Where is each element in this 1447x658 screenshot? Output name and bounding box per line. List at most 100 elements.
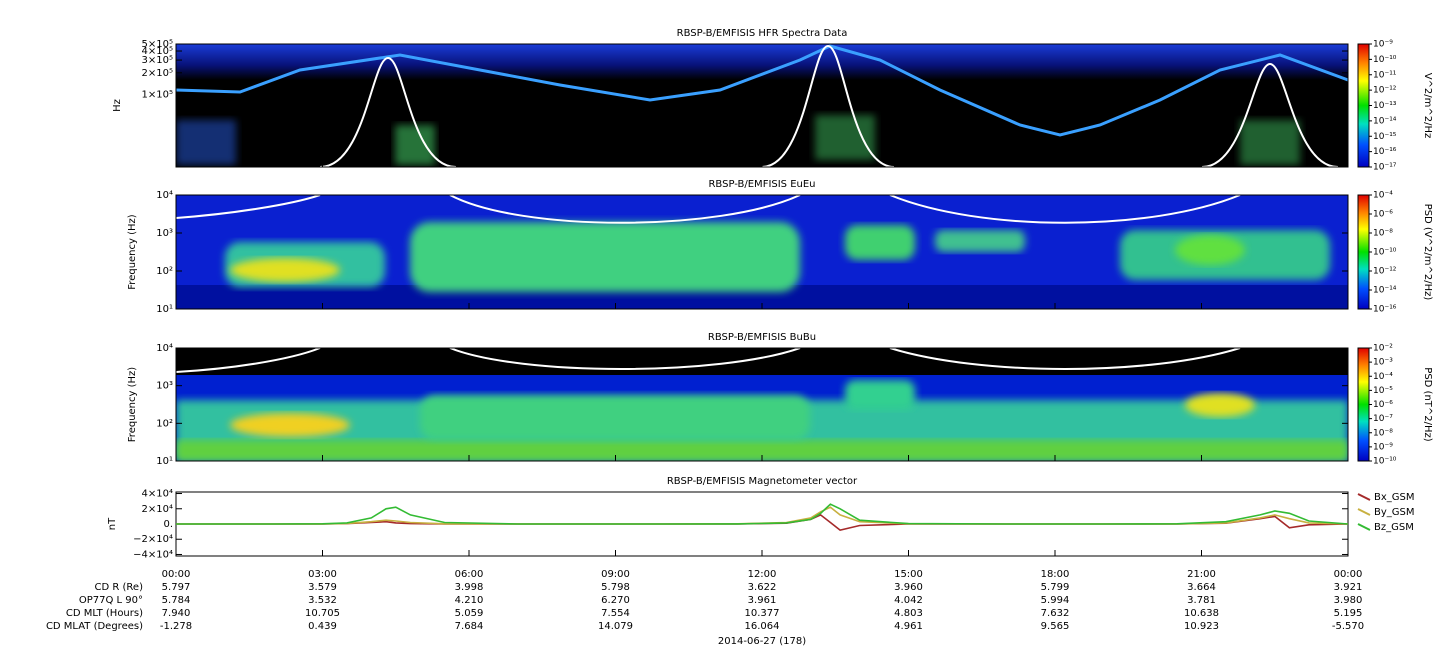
colorbar-tick-label: 10⁻¹⁰	[1373, 248, 1397, 258]
ephemeris-value: 3.921	[1334, 582, 1363, 593]
x-tick-label: 12:00	[748, 569, 777, 580]
legend-swatch	[1357, 523, 1371, 531]
colorbar-tick-label: 10⁻⁷	[1373, 414, 1393, 424]
ephemeris-value: 9.565	[1041, 621, 1070, 632]
ephemeris-value: 5.799	[1041, 582, 1070, 593]
ephemeris-value: 16.064	[745, 621, 780, 632]
panel-title: RBSP-B/EMFISIS EuEu	[708, 179, 815, 190]
ephemeris-value: 3.532	[308, 595, 337, 606]
y-tick-label: 10¹	[156, 456, 173, 467]
colorbar-tick-label: 10⁻¹⁴	[1373, 286, 1397, 296]
y-tick-label: −4×10⁴	[133, 549, 173, 560]
ephemeris-value: 10.638	[1184, 608, 1219, 619]
x-tick-label: 15:00	[894, 569, 923, 580]
ephemeris-value: 14.079	[598, 621, 633, 632]
colorbar-tick-label: 10⁻¹⁵	[1373, 132, 1397, 142]
colorbar-tick-label: 10⁻¹⁷	[1373, 163, 1397, 173]
y-tick-label: 10⁴	[156, 190, 173, 201]
colorbar-tick-label: 10⁻⁶	[1373, 400, 1393, 410]
ephemeris-value: 10.923	[1184, 621, 1219, 632]
y-tick-label: 10³	[156, 381, 173, 392]
ephemeris-value: 5.195	[1334, 608, 1363, 619]
y-tick-label: 10⁴	[156, 343, 173, 354]
y-tick-label: 10³	[156, 228, 173, 239]
colorbar-tick-label: 10⁻⁴	[1373, 372, 1393, 382]
y-tick-label: 4×10⁴	[142, 489, 173, 500]
ephemeris-label: CD R (Re)	[95, 582, 144, 593]
x-tick-label: 00:00	[162, 569, 191, 580]
ephemeris-value: 3.622	[748, 582, 777, 593]
colorbar-tick-label: 10⁻¹⁰	[1373, 55, 1397, 65]
legend-swatch	[1357, 508, 1371, 516]
panel-title: RBSP-B/EMFISIS HFR Spectra Data	[677, 28, 848, 39]
colorbar-tick-label: 10⁻²	[1373, 344, 1393, 354]
ephemeris-value: 10.705	[305, 608, 340, 619]
colorbar	[1357, 347, 1370, 462]
y-tick-label: 1×10⁵	[142, 90, 173, 101]
colorbar-tick-label: 10⁻¹³	[1373, 101, 1397, 111]
ephemeris-value: 7.632	[1041, 608, 1070, 619]
legend-label: Bz_GSM	[1374, 522, 1414, 533]
panel-title: RBSP-B/EMFISIS BuBu	[708, 332, 816, 343]
y-tick-label: 2×10⁴	[142, 504, 173, 515]
ephemeris-label: CD MLAT (Degrees)	[46, 621, 143, 632]
colorbar-tick-label: 10⁻⁵	[1373, 386, 1393, 396]
ephemeris-value: 5.994	[1041, 595, 1070, 606]
ephemeris-value: 4.961	[894, 621, 923, 632]
ephemeris-value: 10.377	[745, 608, 780, 619]
y-axis-label: Frequency (Hz)	[127, 214, 138, 290]
y-tick-label: 2×10⁵	[142, 68, 173, 79]
colorbar-tick-label: 10⁻⁶	[1373, 210, 1393, 220]
colorbar	[1357, 43, 1370, 168]
y-tick-label: −2×10⁴	[133, 534, 173, 545]
x-tick-label: 21:00	[1187, 569, 1216, 580]
ephemeris-value: -5.570	[1332, 621, 1364, 632]
ephemeris-value: 3.961	[748, 595, 777, 606]
ephemeris-value: 0.439	[308, 621, 337, 632]
ephemeris-value: 7.554	[601, 608, 630, 619]
x-tick-label: 00:00	[1334, 569, 1363, 580]
ephemeris-value: 3.998	[455, 582, 484, 593]
colorbar-tick-label: 10⁻¹²	[1373, 267, 1397, 277]
ephemeris-value: 5.798	[601, 582, 630, 593]
ephemeris-label: CD MLT (Hours)	[66, 608, 143, 619]
spectrogram-hfr	[176, 44, 1348, 167]
y-tick-label: 0.	[163, 519, 173, 530]
colorbar-tick-label: 10⁻¹⁴	[1373, 116, 1397, 126]
colorbar-label: PSD (nT^2/Hz)	[1422, 367, 1433, 441]
ephemeris-value: 7.684	[455, 621, 484, 632]
ephemeris-value: 6.270	[601, 595, 630, 606]
y-tick-label: 10²	[156, 266, 173, 277]
y-tick-label: 10²	[156, 418, 173, 429]
ephemeris-value: -1.278	[160, 621, 192, 632]
legend-label: By_GSM	[1374, 507, 1415, 518]
spectrogram-eueu	[176, 195, 1348, 309]
y-tick-label: 3×10⁵	[142, 55, 173, 66]
colorbar-tick-label: 10⁻¹²	[1373, 86, 1397, 96]
x-tick-label: 03:00	[308, 569, 337, 580]
series-line	[176, 506, 1349, 525]
colorbar-tick-label: 10⁻⁹	[1373, 442, 1393, 452]
ephemeris-value: 5.059	[455, 608, 484, 619]
x-tick-label: 09:00	[601, 569, 630, 580]
colorbar-tick-label: 10⁻⁸	[1373, 229, 1393, 239]
ephemeris-value: 3.960	[894, 582, 923, 593]
x-tick-label: 18:00	[1041, 569, 1070, 580]
spectrogram-bubu	[176, 348, 1348, 461]
colorbar-tick-label: 10⁻¹⁰	[1373, 457, 1397, 467]
ephemeris-value: 4.803	[894, 608, 923, 619]
colorbar	[1357, 194, 1370, 310]
colorbar-tick-label: 10⁻¹¹	[1373, 70, 1397, 80]
colorbar-label: PSD (V^2/m^2/Hz)	[1422, 204, 1433, 301]
ephemeris-value: 3.781	[1187, 595, 1216, 606]
ephemeris-value: 7.940	[162, 608, 191, 619]
y-axis-label: nT	[107, 517, 118, 530]
y-tick-label: 5×10⁵	[142, 39, 173, 50]
y-tick-label: 10¹	[156, 304, 173, 315]
date-label: 2014-06-27 (178)	[718, 636, 806, 647]
legend-swatch	[1357, 493, 1371, 501]
colorbar-tick-label: 10⁻⁴	[1373, 191, 1393, 201]
colorbar-tick-label: 10⁻¹⁶	[1373, 305, 1397, 315]
colorbar-label: V^2/m^2/Hz	[1422, 73, 1433, 139]
y-tick-label: 4×10⁵	[142, 46, 173, 57]
